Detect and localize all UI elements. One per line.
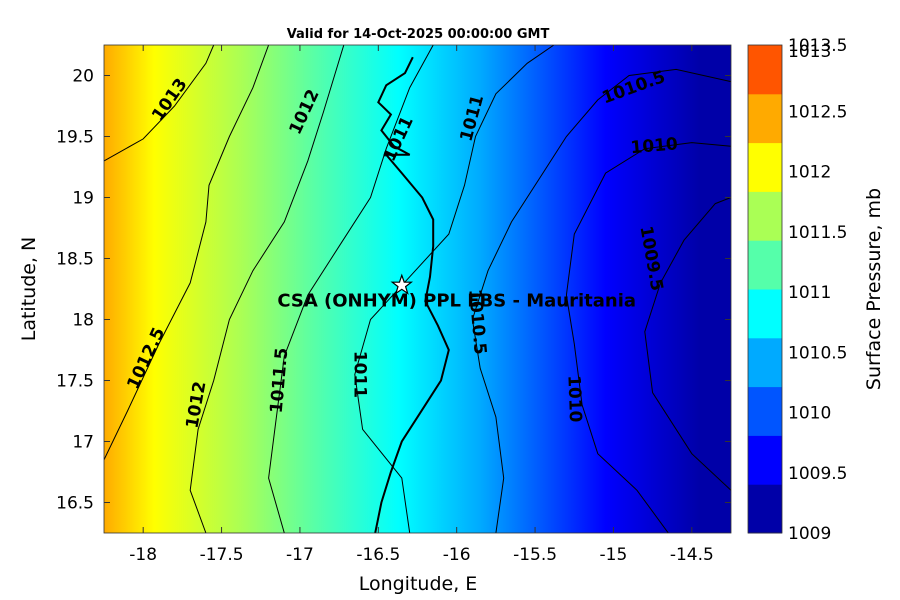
colorbar-frame — [747, 44, 783, 534]
y-tick-label: 17.5 — [56, 372, 94, 392]
y-axis-label: Latitude, N — [18, 237, 40, 342]
x-tick-label: -15.5 — [513, 545, 557, 565]
y-tick-label: 17 — [72, 433, 94, 453]
x-tick-label: -16 — [443, 545, 471, 565]
y-tick-label: 19.5 — [56, 128, 94, 148]
contour-1013 — [104, 45, 215, 162]
colorbar-swatch — [748, 289, 782, 339]
colorbar-swatch — [748, 240, 782, 290]
colorbar-tick-label: 1009 — [788, 524, 831, 544]
contour-1011.5 — [268, 45, 434, 533]
chart-title: Valid for 14-Oct-2025 00:00:00 GMT — [287, 27, 550, 42]
colorbar-tick-label: 1010 — [788, 404, 831, 424]
station-star-icon — [390, 273, 414, 295]
colorbar-swatch — [748, 435, 782, 485]
x-tick-label: -17 — [286, 545, 314, 565]
colorbar-tick-label: 1009.5 — [788, 464, 847, 484]
coastline — [374, 56, 450, 533]
colorbar-tick-label: 1012 — [788, 163, 831, 183]
contour-1010 — [565, 142, 731, 533]
x-tick-label: -14.5 — [670, 545, 714, 565]
contour-1012 — [189, 45, 345, 533]
colorbar-ticks: 1009 1009.5 1010 1010.5 1011 1011.5 1012 1012.5… — [788, 36, 847, 544]
colorbar-label: Surface Pressure, mb — [863, 188, 885, 390]
y-axis-ticks: 16.5 17 17.5 18 18.5 19 19.5 20 — [56, 67, 731, 514]
colorbar — [747, 44, 783, 534]
x-tick-label: -16.5 — [356, 545, 400, 565]
x-axis-ticks: -18 -17.5 -17 -16.5 -16 -15.5 -15 -14.5 — [129, 45, 714, 565]
contour-1009.5 — [644, 197, 731, 491]
y-tick-label: 20 — [72, 67, 94, 87]
contour-lines — [104, 45, 731, 533]
y-tick-label: 16.5 — [56, 494, 94, 514]
y-tick-label: 18 — [72, 311, 94, 331]
contour-1011 — [354, 45, 555, 533]
colorbar-tick-label: 1011 — [788, 283, 831, 303]
pressure-field — [104, 45, 731, 533]
colorbar-tick-label: 1012.5 — [788, 102, 847, 122]
colorbar-tick-label: 1011.5 — [788, 223, 847, 243]
colorbar-swatch — [748, 337, 782, 388]
contour-1012.5 — [104, 45, 270, 461]
station-label: CSA (ONHYM) PPL EBS - Mauritania — [277, 290, 636, 311]
contour-label: 1011 — [350, 351, 370, 398]
plot-frame — [103, 44, 732, 534]
colorbar-tick-label: 1013.5 — [788, 36, 847, 56]
colorbar-swatch — [748, 386, 782, 436]
contour-label: 1010 — [563, 375, 585, 423]
colorbar-tick-label: 1010.5 — [788, 343, 847, 363]
colorbar-swatch — [748, 142, 782, 192]
x-tick-label: -15 — [600, 545, 628, 565]
x-tick-label: -17.5 — [200, 545, 244, 565]
y-tick-label: 18.5 — [56, 250, 94, 270]
colorbar-swatch — [748, 484, 782, 534]
colorbar-swatch — [748, 93, 782, 144]
contour-label: 1010 — [630, 134, 679, 158]
x-tick-label: -18 — [129, 545, 157, 565]
colorbar-swatch — [748, 191, 782, 241]
x-axis-label: Longitude, E — [359, 573, 478, 595]
y-tick-label: 19 — [72, 189, 94, 209]
colorbar-swatch — [748, 45, 782, 95]
colorbar-tick-label: 1013 — [788, 42, 831, 62]
contour-1010.5 — [471, 68, 731, 533]
